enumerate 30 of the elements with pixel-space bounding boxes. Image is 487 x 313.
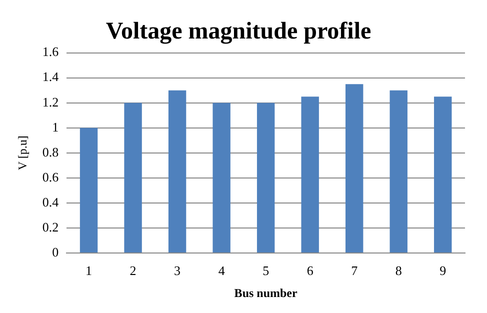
x-tick-label: 4 — [218, 263, 226, 278]
bar — [301, 96, 319, 252]
x-tick-label: 7 — [351, 263, 358, 278]
x-axis-title: Bus number — [234, 286, 298, 300]
bar — [434, 96, 452, 252]
x-tick-label: 9 — [440, 263, 446, 278]
y-axis-title: V [p.u] — [15, 136, 30, 170]
chart-title: Voltage magnitude profile — [106, 18, 372, 45]
x-tick-label: 8 — [395, 263, 402, 278]
bar — [212, 102, 230, 252]
bar — [345, 84, 364, 252]
bar — [256, 102, 275, 252]
y-tick-label: 0.8 — [42, 144, 59, 160]
x-tick-label: 2 — [130, 263, 136, 278]
x-tick-label: 5 — [262, 263, 270, 278]
y-tick-label: 1.6 — [42, 44, 60, 60]
y-tick-label: 0.6 — [42, 169, 60, 184]
x-tick-label: 1 — [86, 263, 92, 278]
bar — [124, 102, 142, 252]
y-tick-label: 0.2 — [42, 219, 59, 234]
bar — [80, 128, 98, 252]
y-tick-label: 0.4 — [42, 194, 60, 210]
y-tick-label: 0 — [52, 244, 59, 260]
x-tick-label: 6 — [306, 263, 314, 278]
bar — [390, 90, 408, 252]
y-tick-label: 1 — [52, 119, 59, 134]
y-tick-label: 1.4 — [42, 69, 60, 84]
y-tick-label: 1.2 — [42, 94, 59, 110]
bar — [168, 90, 186, 252]
x-tick-label: 3 — [174, 263, 181, 278]
